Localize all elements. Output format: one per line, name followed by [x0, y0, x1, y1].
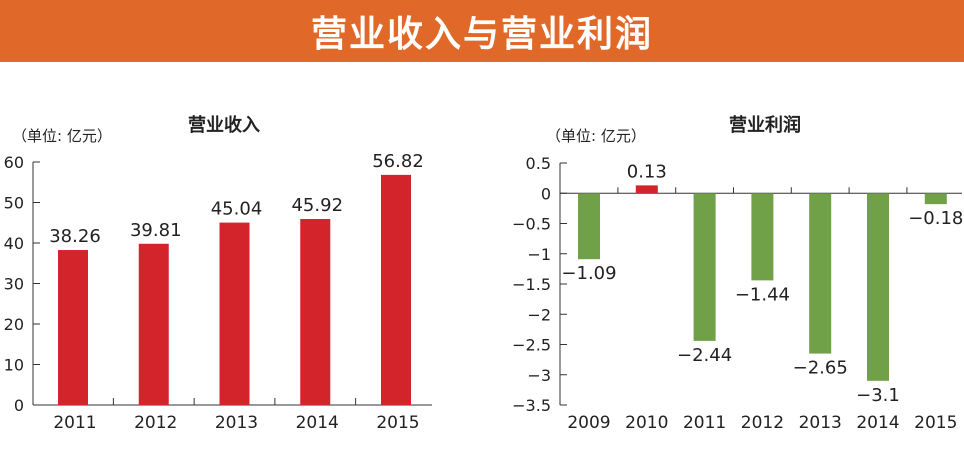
bar-value-label: −0.18 — [908, 208, 963, 229]
profit-bar-negative — [924, 193, 947, 205]
bar-value-label: 38.26 — [49, 226, 101, 247]
y-tick-label: 0 — [541, 184, 551, 203]
revenue-bar — [138, 243, 169, 405]
x-tick-label: 2013 — [799, 413, 842, 433]
revenue-bar — [219, 222, 250, 405]
y-tick-label: −0.5 — [512, 215, 551, 234]
y-tick-label: −3 — [527, 366, 551, 385]
x-tick-label: 2015 — [914, 413, 957, 433]
x-tick-label: 2015 — [376, 413, 419, 433]
bar-value-label: −3.1 — [856, 385, 900, 406]
y-tick-label: 20 — [4, 315, 24, 334]
revenue-chart: 营业收入 （单位: 亿元） 0 10 20 30 40 50 60 38.26 2011 39.81 2… — [4, 114, 432, 433]
y-tick-label: 0.5 — [526, 154, 551, 173]
unit-label: （单位: 亿元） — [546, 127, 646, 145]
y-tick-label: 40 — [4, 234, 24, 253]
banner-title: 营业收入与营业利润 — [310, 13, 653, 55]
bar-value-label: 45.92 — [291, 195, 343, 216]
bar-value-label: 56.82 — [372, 151, 424, 172]
bar-value-label: −2.44 — [677, 345, 732, 366]
x-tick-label: 2012 — [741, 413, 784, 433]
x-tick-label: 2009 — [567, 413, 610, 433]
bar-value-label: 39.81 — [130, 220, 182, 241]
y-tick-label: −2.5 — [512, 336, 551, 355]
profit-bar-negative — [751, 193, 774, 281]
y-tick-label: 10 — [4, 356, 24, 375]
bar-value-label: 0.13 — [627, 161, 667, 182]
x-tick-label: 2012 — [134, 413, 177, 433]
y-tick-label: 50 — [4, 194, 24, 213]
y-tick-label: 60 — [4, 153, 24, 172]
bar-value-label: −1.44 — [735, 284, 790, 305]
bar-value-label: −2.65 — [793, 358, 848, 379]
y-tick-label: −1 — [527, 245, 551, 264]
revenue-bar — [300, 219, 331, 405]
bar-value-label: 45.04 — [211, 199, 263, 220]
unit-label: （单位: 亿元） — [12, 127, 112, 145]
x-tick-label: 2011 — [683, 413, 726, 433]
revenue-bar — [381, 174, 411, 405]
chart-title: 营业收入 — [188, 114, 260, 136]
bar-value-label: −1.09 — [561, 263, 616, 284]
x-tick-label: 2014 — [856, 413, 899, 433]
revenue-bar — [58, 250, 88, 405]
y-tick-label: −2 — [527, 305, 551, 324]
x-tick-label: 2011 — [53, 413, 96, 433]
profit-chart: 营业利润 （单位: 亿元） 0.5 0 −0.5 −1 −1.5 −2 −2.5 −3 −3.5 −1… — [512, 114, 963, 433]
profit-bar-negative — [867, 193, 889, 381]
chart-title: 营业利润 — [729, 114, 801, 136]
x-tick-label: 2014 — [296, 413, 339, 433]
y-tick-label: −1.5 — [512, 275, 551, 294]
profit-bar-negative — [693, 193, 716, 341]
y-tick-label: 30 — [4, 275, 24, 294]
title-banner: 营业收入与营业利润 — [0, 0, 964, 62]
x-tick-label: 2010 — [625, 413, 668, 433]
profit-bar-positive — [635, 185, 658, 194]
y-tick-label: 0 — [14, 396, 24, 415]
x-tick-label: 2013 — [215, 413, 258, 433]
y-tick-label: −3.5 — [512, 396, 551, 415]
profit-bar-negative — [578, 193, 600, 260]
profit-bar-negative — [809, 193, 832, 354]
